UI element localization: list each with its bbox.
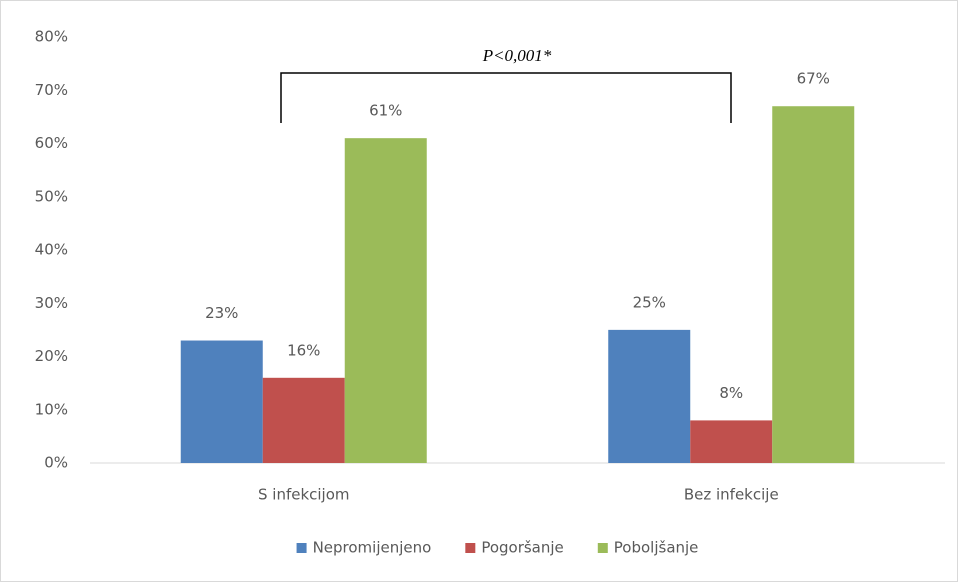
y-tick-label: 30%	[35, 294, 68, 312]
y-tick-label: 60%	[35, 134, 68, 152]
legend-label: Pogoršanje	[481, 539, 563, 557]
data-label: 67%	[797, 70, 830, 88]
x-tick-label: Bez infekcije	[684, 486, 779, 504]
bar	[608, 329, 691, 463]
y-tick-label: 40%	[35, 241, 68, 259]
bar	[344, 138, 427, 464]
y-tick-label: 10%	[35, 400, 68, 418]
legend-swatch	[465, 543, 476, 553]
legend-label: Nepromijenjeno	[313, 539, 432, 557]
bar	[772, 106, 855, 463]
y-tick-label: 80%	[35, 28, 68, 46]
bar	[262, 377, 345, 463]
data-label: 25%	[633, 293, 666, 311]
y-tick-label: 0%	[44, 454, 68, 472]
bar	[690, 420, 773, 463]
data-label: 8%	[719, 384, 743, 402]
data-label: 23%	[205, 304, 238, 322]
legend-swatch	[597, 543, 608, 553]
x-tick-label: S infekcijom	[258, 486, 350, 504]
bar	[180, 340, 263, 463]
legend-label: Poboljšanje	[614, 539, 699, 557]
data-label: 16%	[287, 341, 320, 359]
annotation: P<0,001*	[482, 46, 552, 65]
y-tick-label: 50%	[35, 187, 68, 205]
legend-swatch	[296, 543, 307, 553]
data-label: 61%	[369, 102, 402, 120]
y-tick-label: 20%	[35, 347, 68, 365]
significance-bracket	[280, 72, 732, 123]
y-tick-label: 70%	[35, 81, 68, 99]
